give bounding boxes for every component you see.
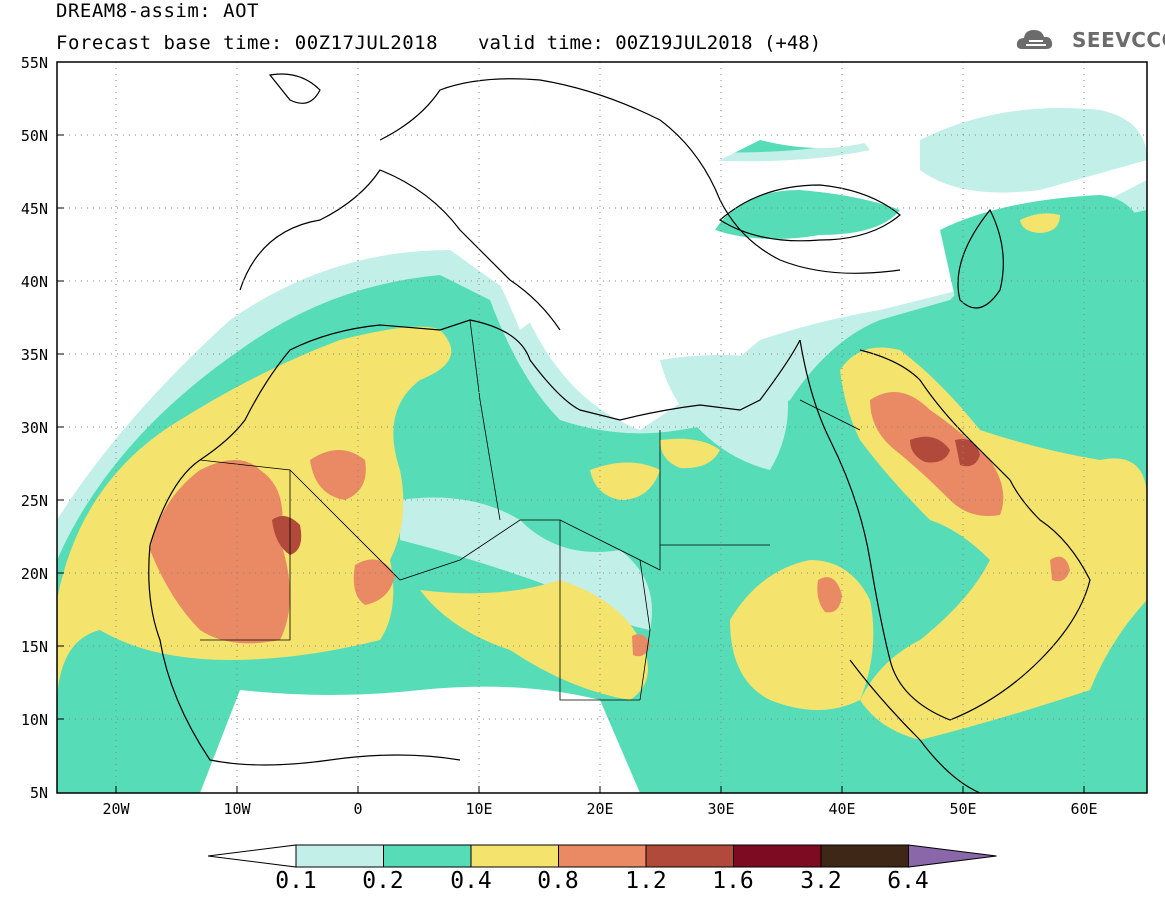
aot-band-0.2-caspian	[940, 195, 1147, 325]
lon-label: 10W	[223, 800, 251, 818]
aot-band-0.8-central	[310, 450, 366, 500]
aot-band-0.8-chad	[632, 634, 650, 657]
coastlines	[148, 73, 1091, 793]
logo-text: SEEVCCC	[1072, 28, 1165, 52]
borders	[199, 319, 861, 701]
lon-label: 0	[353, 800, 363, 818]
aot-clear-atlantic-edge	[57, 62, 560, 420]
aot-band-0.4-central	[420, 580, 648, 700]
lat-label: 50N	[20, 127, 48, 145]
lon-label: 10E	[465, 800, 493, 818]
lon-label: 50E	[949, 800, 977, 818]
aot-band-0.2-blacksea	[715, 190, 900, 239]
colorbar-label: 0.1	[275, 868, 317, 894]
colorbar-label: 1.6	[712, 868, 754, 894]
lon-label: 60E	[1070, 800, 1098, 818]
lat-label: 35N	[20, 346, 48, 364]
cloud-logo-icon	[1016, 30, 1053, 49]
colorbar-label: 0.4	[450, 868, 492, 894]
lon-label: 20W	[102, 800, 130, 818]
lat-label: 40N	[20, 273, 48, 291]
aot-clear-levant	[660, 355, 788, 470]
lat-label: 45N	[20, 200, 48, 218]
lat-label: 5N	[29, 784, 48, 802]
aot-clear-med	[480, 62, 1147, 330]
lon-label: 20E	[586, 800, 614, 818]
valid-time: valid time: 00Z19JUL2018 (+48)	[478, 32, 822, 54]
lat-label: 15N	[20, 638, 48, 656]
forecast-base-time: Forecast base time: 00Z17JUL2018	[56, 32, 439, 54]
aot-band-0.8-west	[150, 460, 290, 644]
lat-label: 55N	[20, 54, 48, 72]
aot-band-1.2-sahara	[272, 516, 302, 555]
colorbar-label: 3.2	[800, 868, 842, 894]
aot-band-0.8-mali	[353, 559, 395, 605]
axis-ticks	[57, 134, 1085, 793]
aot-band-0.4-libya	[590, 462, 660, 500]
lon-label: 30E	[707, 800, 735, 818]
aot-band-0.8-oman	[1050, 556, 1070, 582]
colorbar-label: 1.2	[625, 868, 667, 894]
colorbar-label: 0.2	[362, 868, 404, 894]
title-line-1: DREAM8-assim: AOT	[56, 0, 259, 22]
lat-label: 30N	[20, 419, 48, 437]
aot-band-0.1-east	[920, 108, 1147, 193]
lat-label: 25N	[20, 492, 48, 510]
aot-band-0.8-ethiopia	[817, 577, 842, 613]
lat-label: 10N	[20, 711, 48, 729]
aot-band-0.4-egypt	[660, 438, 720, 469]
aot-clear-west-africa	[200, 686, 640, 793]
colorbar-label: 0.8	[537, 868, 579, 894]
lon-label: 40E	[828, 800, 856, 818]
aot-band-1.2-kuwait	[955, 439, 980, 467]
aot-band-1.2-iraq	[910, 436, 950, 463]
lat-label: 20N	[20, 565, 48, 583]
aot-band-0.4-caspian	[1020, 213, 1060, 233]
colorbar-label: 6.4	[887, 868, 929, 894]
